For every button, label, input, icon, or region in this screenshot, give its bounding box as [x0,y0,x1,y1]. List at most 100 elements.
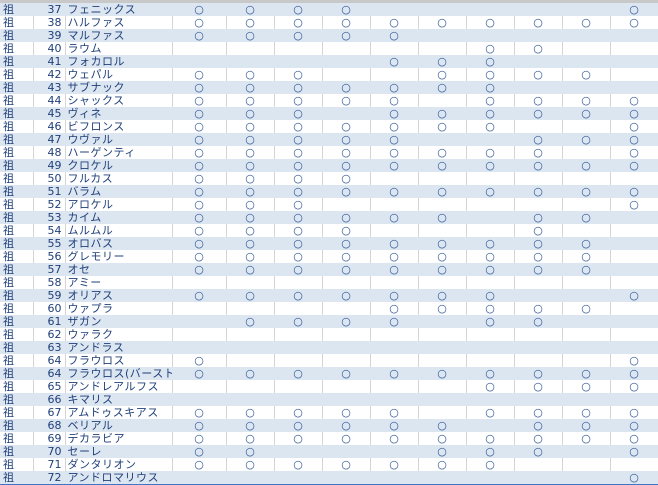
cell-mark[interactable] [514,172,563,185]
cell-mark[interactable] [172,55,227,68]
cell-kanji[interactable]: 祖 [0,471,34,485]
cell-mark[interactable] [562,445,611,458]
cell-mark[interactable]: ○ [418,419,467,432]
cell-kanji[interactable]: 祖 [0,302,34,315]
cell-kanji[interactable]: 祖 [0,185,34,198]
cell-mark[interactable]: ○ [370,133,419,146]
cell-mark[interactable] [370,445,419,458]
cell-mark[interactable] [370,328,419,341]
cell-mark[interactable]: ○ [514,237,563,250]
cell-number[interactable]: 64 [33,367,66,380]
cell-mark[interactable]: ○ [226,68,275,81]
cell-mark[interactable]: ○ [514,406,563,419]
cell-mark[interactable]: ○ [418,432,467,445]
cell-mark[interactable] [322,68,371,81]
cell-mark[interactable]: ○ [514,185,563,198]
cell-mark[interactable]: ○ [274,94,323,107]
cell-mark[interactable]: ○ [562,432,611,445]
cell-mark[interactable]: ○ [226,445,275,458]
cell-kanji[interactable]: 祖 [0,120,34,133]
cell-mark[interactable]: ○ [610,185,658,198]
cell-mark[interactable] [274,341,323,354]
cell-kanji[interactable]: 祖 [0,393,34,406]
cell-number[interactable]: 59 [33,289,66,302]
cell-mark[interactable]: ○ [514,146,563,159]
cell-name[interactable]: ウェパル [65,68,173,81]
cell-mark[interactable] [514,55,563,68]
cell-mark[interactable]: ○ [370,432,419,445]
cell-mark[interactable]: ○ [370,55,419,68]
cell-mark[interactable]: ○ [226,120,275,133]
cell-kanji[interactable]: 祖 [0,224,34,237]
cell-mark[interactable]: ○ [322,185,371,198]
cell-number[interactable]: 45 [33,107,66,120]
cell-kanji[interactable]: 祖 [0,172,34,185]
cell-mark[interactable] [466,3,515,16]
cell-kanji[interactable]: 祖 [0,419,34,432]
cell-kanji[interactable]: 祖 [0,354,34,367]
cell-number[interactable]: 62 [33,328,66,341]
cell-mark[interactable] [610,211,658,224]
cell-mark[interactable] [466,211,515,224]
cell-mark[interactable] [274,471,323,485]
cell-name[interactable]: カイム [65,211,173,224]
cell-mark[interactable]: ○ [610,432,658,445]
cell-mark[interactable]: ○ [172,198,227,211]
cell-mark[interactable] [418,42,467,55]
cell-mark[interactable]: ○ [322,458,371,471]
cell-name[interactable]: デカラビア [65,432,173,445]
cell-mark[interactable] [562,354,611,367]
cell-mark[interactable]: ○ [466,289,515,302]
cell-mark[interactable]: ○ [418,81,467,94]
cell-kanji[interactable]: 祖 [0,315,34,328]
cell-mark[interactable]: ○ [322,224,371,237]
cell-mark[interactable]: ○ [274,81,323,94]
cell-mark[interactable] [226,471,275,485]
cell-mark[interactable]: ○ [172,263,227,276]
cell-mark[interactable]: ○ [418,185,467,198]
cell-mark[interactable]: ○ [466,432,515,445]
cell-mark[interactable] [466,133,515,146]
cell-mark[interactable]: ○ [418,159,467,172]
cell-name[interactable]: ウヴァル [65,133,173,146]
cell-number[interactable]: 52 [33,198,66,211]
cell-mark[interactable]: ○ [466,159,515,172]
cell-mark[interactable]: ○ [514,315,563,328]
cell-mark[interactable]: ○ [370,458,419,471]
cell-mark[interactable] [562,471,611,485]
cell-mark[interactable] [418,471,467,485]
cell-mark[interactable] [562,393,611,406]
cell-mark[interactable]: ○ [274,263,323,276]
cell-number[interactable]: 44 [33,94,66,107]
cell-mark[interactable]: ○ [226,16,275,29]
cell-mark[interactable] [322,328,371,341]
cell-mark[interactable] [322,55,371,68]
cell-mark[interactable]: ○ [514,302,563,315]
cell-kanji[interactable]: 祖 [0,250,34,263]
cell-mark[interactable] [562,198,611,211]
cell-mark[interactable] [466,198,515,211]
cell-mark[interactable]: ○ [226,419,275,432]
cell-mark[interactable] [226,393,275,406]
cell-mark[interactable] [226,328,275,341]
cell-mark[interactable] [172,315,227,328]
cell-mark[interactable]: ○ [610,354,658,367]
cell-mark[interactable]: ○ [226,315,275,328]
cell-mark[interactable]: ○ [322,237,371,250]
cell-mark[interactable] [514,81,563,94]
cell-mark[interactable]: ○ [172,172,227,185]
cell-mark[interactable] [610,81,658,94]
cell-mark[interactable] [322,380,371,393]
cell-mark[interactable]: ○ [466,81,515,94]
cell-mark[interactable] [274,393,323,406]
cell-mark[interactable] [226,354,275,367]
cell-mark[interactable]: ○ [466,237,515,250]
cell-mark[interactable] [172,276,227,289]
cell-mark[interactable]: ○ [466,55,515,68]
cell-name[interactable]: フラウロス(バースト) [65,367,173,380]
cell-mark[interactable] [322,354,371,367]
cell-mark[interactable]: ○ [172,81,227,94]
cell-mark[interactable]: ○ [514,419,563,432]
cell-mark[interactable]: ○ [514,263,563,276]
cell-mark[interactable]: ○ [370,289,419,302]
